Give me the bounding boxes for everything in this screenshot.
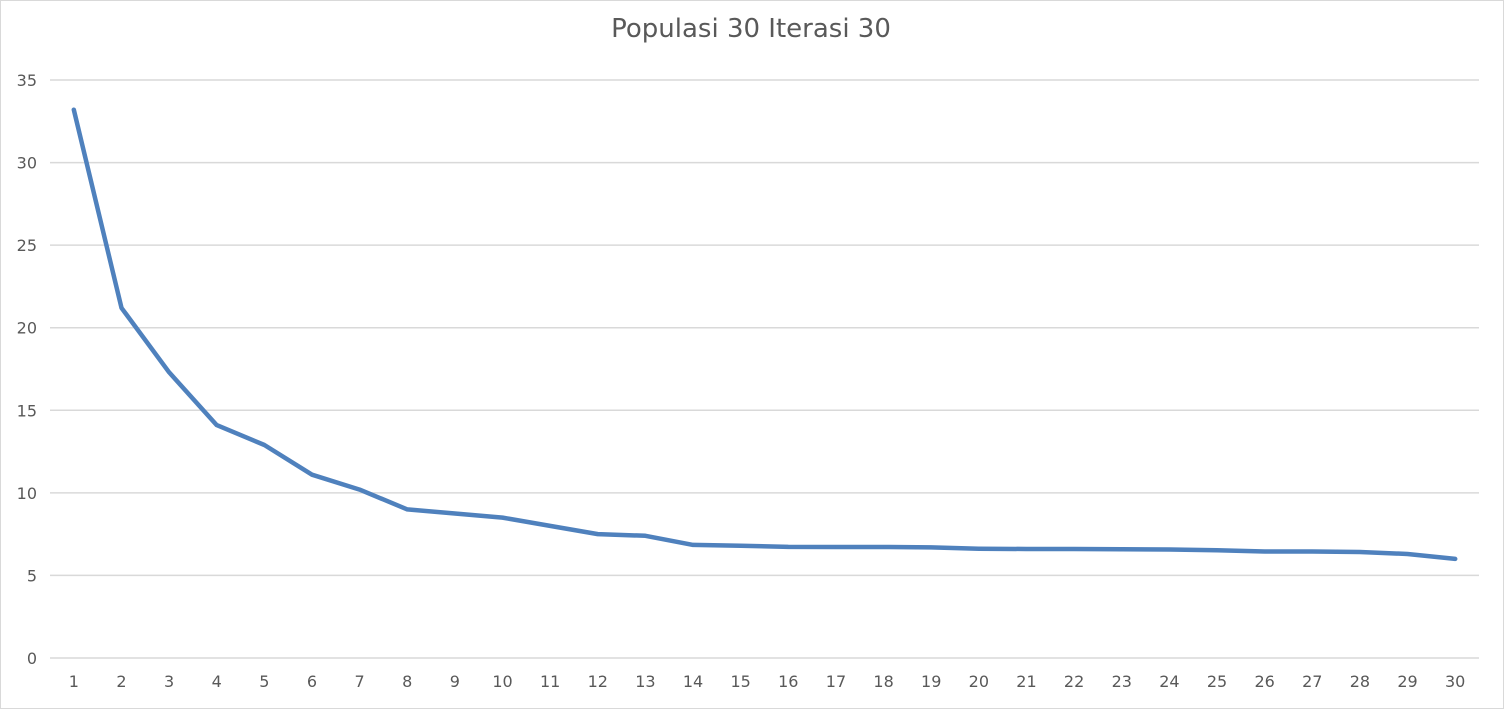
x-tick-label: 2 [116,672,126,691]
x-tick-label: 22 [1064,672,1084,691]
x-tick-label: 21 [1016,672,1036,691]
x-tick-label: 17 [826,672,846,691]
x-tick-label: 4 [212,672,222,691]
x-tick-label: 15 [731,672,751,691]
chart-title: Populasi 30 Iterasi 30 [611,14,891,44]
x-tick-label: 16 [778,672,798,691]
data-point [406,508,408,510]
data-point [787,546,789,548]
data-point [1121,548,1123,550]
x-tick-label: 23 [1112,672,1132,691]
data-point [692,544,694,546]
gridlines [50,79,1479,659]
data-point [1454,558,1456,560]
data-point [597,533,599,535]
y-tick-label: 15 [17,401,37,420]
data-point [168,371,170,373]
x-tick-label: 24 [1159,672,1179,691]
data-point [1359,551,1361,553]
x-tick-label: 6 [307,672,317,691]
x-tick-label: 7 [355,672,365,691]
x-tick-label: 13 [635,672,655,691]
data-point [930,546,932,548]
x-tick-label: 8 [402,672,412,691]
x-tick-label: 11 [540,672,560,691]
data-point [644,535,646,537]
y-tick-label: 35 [17,71,37,90]
data-point [263,444,265,446]
data-point [454,513,456,514]
data-point [1216,549,1218,551]
data-point [120,307,122,309]
x-tick-label: 27 [1302,672,1322,691]
x-tick-label: 18 [873,672,893,691]
data-point [502,517,504,519]
x-axis-ticks: 1 2 3 4 5 6 7 8 9 10 11 12 13 14 15 16 17 18 19 20 21 22 23 24 2… [69,672,1466,691]
data-point [1407,553,1409,555]
data-point [1168,549,1170,551]
data-point [1264,550,1266,552]
x-tick-label: 20 [969,672,989,691]
x-tick-label: 14 [683,672,703,691]
data-point [740,545,742,547]
x-tick-label: 10 [492,672,512,691]
data-point [1073,548,1075,550]
data-point [549,525,551,527]
y-tick-label: 5 [27,566,37,585]
y-tick-label: 0 [27,649,37,668]
x-tick-label: 12 [588,672,608,691]
x-tick-label: 30 [1445,672,1465,691]
y-axis-ticks: 0 5 10 15 20 25 30 35 [17,71,37,668]
x-tick-label: 28 [1350,672,1370,691]
x-tick-label: 5 [259,672,269,691]
data-point [1311,550,1313,552]
x-tick-label: 3 [164,672,174,691]
x-tick-label: 26 [1254,672,1274,691]
x-tick-label: 1 [69,672,79,691]
y-tick-label: 25 [17,236,37,255]
data-point [359,489,361,491]
x-tick-label: 25 [1207,672,1227,691]
y-tick-label: 30 [17,154,37,173]
y-tick-label: 10 [17,484,37,503]
y-tick-label: 20 [17,319,37,338]
data-point [883,546,885,548]
x-tick-label: 9 [450,672,460,691]
data-point [73,109,75,111]
series-line [71,107,1458,562]
x-tick-label: 29 [1397,672,1417,691]
data-point [978,548,980,550]
data-point [311,474,313,476]
x-tick-label: 19 [921,672,941,691]
series-layer [71,107,1458,562]
data-point [835,546,837,548]
data-point [1025,548,1027,550]
data-point [216,424,218,426]
